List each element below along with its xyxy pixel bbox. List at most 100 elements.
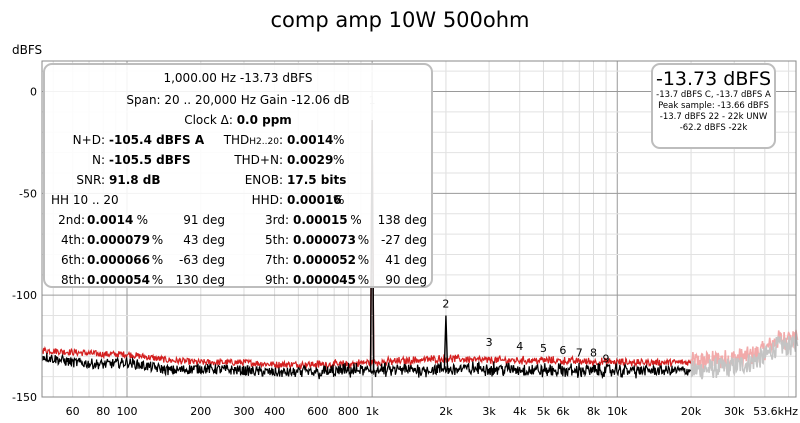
x-tick-label: 300 — [233, 405, 254, 418]
harmonic-cell: 8th: — [61, 273, 85, 287]
stat-cell: HH 10 .. 20 — [51, 193, 119, 207]
harmonic-cell: 130 deg — [175, 273, 225, 287]
harmonic-cell: 0.000052 — [293, 253, 357, 267]
y-tick-label: 0 — [30, 86, 37, 99]
stat-cell: -105.4 dBFS A — [109, 133, 205, 147]
x-tick-label: 100 — [117, 405, 138, 418]
clock-label: Clock Δ: — [184, 113, 233, 127]
stat-cell: -105.5 dBFS — [109, 153, 191, 167]
harmonic-cell: 0.000066 — [87, 253, 151, 267]
harmonic-cell: 138 deg — [377, 213, 427, 227]
percent-unit: % — [350, 213, 362, 227]
stat-cell: % — [333, 133, 345, 147]
stat-cell: ENOB: — [244, 173, 283, 187]
stat-cell: 0.0029 — [287, 153, 334, 167]
harmonic-cell: 9th: — [265, 273, 289, 287]
x-tick-label: 53.6kHz — [753, 405, 798, 418]
harmonic-label: 2 — [442, 297, 449, 310]
y-tick-label: -50 — [19, 187, 37, 200]
harmonic-cell: 0.000079 — [87, 233, 151, 247]
stat-cell: THD+N: — [234, 153, 283, 167]
x-tick-label: 2k — [439, 405, 453, 418]
harmonic-cell: 0.00015 — [293, 213, 348, 227]
chart-title: comp amp 10W 500ohm — [270, 8, 530, 32]
freq-level: 1,000.00 Hz -13.73 dBFS — [163, 71, 313, 85]
series-line — [41, 353, 692, 380]
stat-cell: % — [333, 153, 345, 167]
level-line: -13.7 dBFS C, -13.7 dBFS A — [656, 90, 771, 100]
x-tick-label: 8k — [587, 405, 601, 418]
x-tick-label: 60 — [66, 405, 80, 418]
tick-labels: 0 -50 -100 -150 60 80 100 200 300 400 600 800 1k 2k 3k… — [12, 86, 798, 418]
x-tick-label: 1k — [365, 405, 379, 418]
stat-cell: 0.00016 — [287, 193, 342, 207]
harmonic-label: 9 — [603, 352, 610, 365]
stat-cell: % — [333, 193, 345, 207]
percent-unit: % — [151, 233, 164, 247]
harmonic-cell: 2nd: — [58, 213, 85, 227]
x-tick-label: 200 — [190, 405, 211, 418]
y-axis-label: dBFS — [12, 43, 43, 57]
clock-delta: Clock Δ: 0.0 ppm — [45, 113, 431, 127]
harmonic-label: 4 — [516, 340, 523, 353]
span-gain: Span: 20 .. 20,000 Hz Gain -12.06 dB — [126, 93, 350, 107]
x-tick-label: 5k — [537, 405, 551, 418]
series-line — [41, 346, 692, 371]
x-tick-label: 800 — [338, 405, 359, 418]
harmonic-cell: 6th: — [61, 253, 85, 267]
harmonic-cell: 41 deg — [385, 253, 427, 267]
stat-cell: N: — [91, 153, 105, 167]
level-line: -13.7 dBFS 22 - 22k UNW — [659, 112, 768, 122]
y-tick-label: -100 — [12, 289, 37, 302]
x-tick-label: 400 — [264, 405, 285, 418]
y-tick-label: -150 — [12, 391, 37, 404]
x-tick-label: 20k — [681, 405, 702, 418]
stat-cell: 0.0014 — [287, 133, 334, 147]
harmonic-cell: -63 deg — [178, 253, 225, 267]
stat-cell: SNR: — [76, 173, 105, 187]
plot-frame — [41, 60, 797, 398]
series-line — [690, 336, 797, 380]
stat-cell: 91.8 dB — [109, 173, 161, 187]
percent-unit: % — [357, 273, 370, 287]
harmonic-label: 7 — [576, 346, 583, 359]
percent-unit: % — [151, 273, 164, 287]
level-box: -13.73 dBFS -13.7 dBFS C, -13.7 dBFS A P… — [651, 63, 776, 149]
x-tick-label: 600 — [307, 405, 328, 418]
harmonic-cell: 90 deg — [385, 273, 427, 287]
clock-value: 0.0 ppm — [236, 113, 292, 127]
x-tick-label: 3k — [482, 405, 496, 418]
percent-unit: % — [151, 253, 164, 267]
harmonic-cell: 0.000045 — [293, 273, 357, 287]
percent-unit: % — [357, 233, 370, 247]
x-tick-label: 10k — [607, 405, 628, 418]
harmonic-label: 5 — [540, 342, 547, 355]
percent-unit: % — [357, 253, 370, 267]
x-tick-label: 4k — [513, 405, 527, 418]
harmonic-label: 8 — [590, 346, 597, 359]
x-tick-label: 6k — [556, 405, 570, 418]
harmonic-cell: 91 deg — [183, 213, 225, 227]
harmonic-label: 3 — [486, 336, 493, 349]
harmonic-cell: 5th: — [265, 233, 289, 247]
stat-cell: HHD: — [251, 193, 283, 207]
stat-cell: N+D: — [72, 133, 105, 147]
harmonic-cell: 4th: — [61, 233, 85, 247]
harmonic-cell: 43 deg — [183, 233, 225, 247]
level-line: Peak sample: -13.66 dBFS — [658, 101, 769, 111]
percent-unit: % — [136, 213, 148, 227]
harmonic-cell: 0.000054 — [87, 273, 151, 287]
x-tick-label: 30k — [724, 405, 745, 418]
harmonic-cell: -27 deg — [380, 233, 427, 247]
harmonic-label: 6 — [559, 344, 566, 357]
stat-cell: 17.5 bits — [287, 173, 347, 187]
stats-panel: 1,000.00 Hz -13.73 dBFS Span: 20 .. 20,0… — [43, 63, 433, 288]
harmonic-cell: 3rd: — [264, 213, 289, 227]
level-line: -62.2 dBFS -22k — [679, 123, 748, 133]
harmonic-cell: 7th: — [265, 253, 289, 267]
series-peak — [443, 315, 449, 370]
stat-label: THDH2..20: — [223, 133, 283, 147]
harmonic-cell: 0.0014 — [87, 213, 134, 227]
x-tick-label: 80 — [96, 405, 110, 418]
level-value: -13.73 dBFS — [655, 68, 772, 90]
